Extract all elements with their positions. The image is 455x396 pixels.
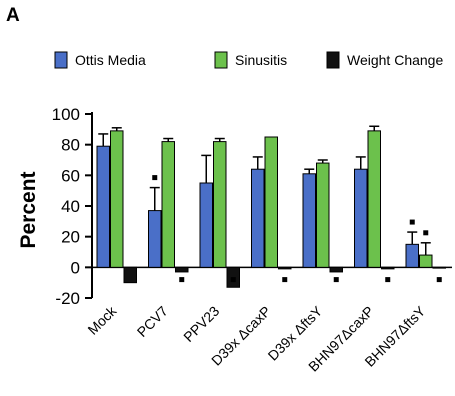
y-tick-label-20: 20 <box>61 228 80 247</box>
bar-ottis-media-mock <box>96 145 110 268</box>
legend-label-weight-change: Weight Change <box>347 52 443 68</box>
annotations <box>152 175 442 283</box>
y-axis-title: Percent <box>17 171 40 248</box>
y-tick-label-80: 80 <box>61 136 80 155</box>
significance-marker-sinusitis-bhn97-ftsy <box>423 230 429 236</box>
significance-marker-weight-change-bhn97-caxp <box>385 277 391 283</box>
bar-ottis-media-ppv23 <box>199 182 213 268</box>
bar-weight-change-d39x-caxp <box>278 266 292 270</box>
panel-label: A <box>6 5 20 26</box>
bar-weight-change-bhn97-ftsy <box>432 266 446 269</box>
x-tick-label-pcv7: PCV7 <box>134 303 171 340</box>
y-tick-label-60: 60 <box>61 166 80 185</box>
bar-ottis-media-bhn97-caxp <box>354 168 368 268</box>
legend-label-ottis-media: Ottis Media <box>75 52 146 68</box>
legend-swatch-ottis-media <box>54 51 68 69</box>
bar-sinusitis-bhn97-caxp <box>367 130 381 268</box>
significance-marker-weight-change-d39x-ftsy <box>333 277 339 283</box>
bar-weight-change-mock <box>123 266 137 284</box>
significance-marker-weight-change-d39x-caxp <box>282 277 288 283</box>
bar-sinusitis-pcv7 <box>161 141 175 268</box>
bar-weight-change-d39x-ftsy <box>329 266 343 273</box>
bar-sinusitis-bhn97-ftsy <box>419 254 433 268</box>
y-tick-label-100: 100 <box>52 105 80 124</box>
bar-sinusitis-ppv23 <box>213 141 227 268</box>
bar-ottis-media-bhn97-ftsy <box>405 243 419 268</box>
bar-ottis-media-pcv7 <box>148 210 162 268</box>
legend-label-sinusitis: Sinusitis <box>235 52 287 68</box>
bar-weight-change-bhn97-caxp <box>381 266 395 270</box>
legend: Ottis Media Sinusitis Weight Change <box>54 51 443 69</box>
bar-sinusitis-d39x-caxp <box>264 136 278 268</box>
y-tick-label-0: 0 <box>71 258 80 277</box>
significance-marker-ottis-media-bhn97-ftsy <box>409 219 415 225</box>
x-tick-label-ppv23: PPV23 <box>180 303 222 345</box>
axes: -20 0 20 40 60 80 100 <box>52 105 452 308</box>
bars <box>96 125 446 288</box>
legend-swatch-sinusitis <box>214 51 228 69</box>
bar-ottis-media-d39x-caxp <box>251 168 265 268</box>
x-tick-label-mock: Mock <box>84 302 120 338</box>
bar-ottis-media-d39x-ftsy <box>302 173 316 268</box>
bar-sinusitis-mock <box>110 130 124 268</box>
y-tick-label--20: -20 <box>55 289 80 308</box>
significance-marker-weight-change-ppv23 <box>230 277 236 283</box>
y-tick-label-40: 40 <box>61 197 80 216</box>
bar-sinusitis-d39x-ftsy <box>316 162 330 268</box>
significance-marker-ottis-media-pcv7 <box>152 175 158 181</box>
bar-weight-change-pcv7 <box>175 266 189 273</box>
legend-swatch-weight-change <box>326 51 340 69</box>
significance-marker-weight-change-pcv7 <box>179 277 185 283</box>
significance-marker-weight-change-bhn97-ftsy <box>436 277 442 283</box>
